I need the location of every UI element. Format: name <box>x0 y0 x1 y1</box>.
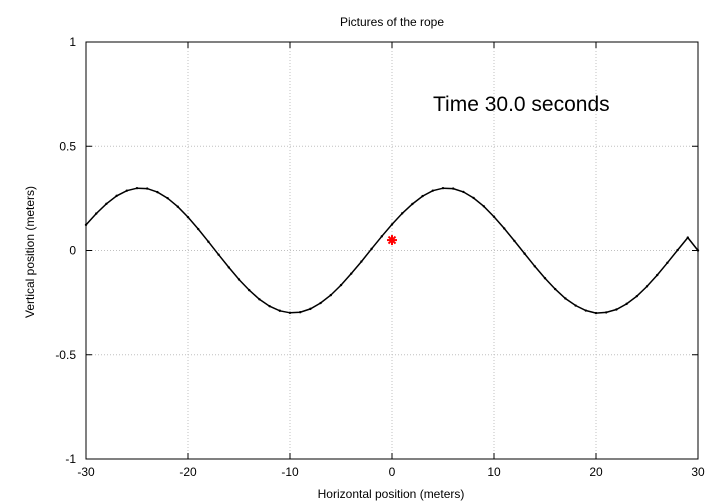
rope-point <box>156 190 159 194</box>
x-tick-label: 20 <box>589 465 603 479</box>
x-tick-label: 10 <box>487 465 501 479</box>
y-tick-label: -1 <box>65 452 76 466</box>
rope-point <box>135 186 139 190</box>
rope-point <box>401 212 404 215</box>
rope-point <box>452 187 455 190</box>
rope-point <box>564 297 567 300</box>
rope-point <box>207 240 210 243</box>
rope-point <box>615 308 618 311</box>
rope-series <box>84 186 700 315</box>
rope-point <box>676 248 679 252</box>
rope-point <box>146 187 149 190</box>
rope-point <box>288 311 292 315</box>
rope-point <box>299 311 302 314</box>
x-tick-label: -20 <box>179 465 197 479</box>
x-axis-ticks: -30 -20 -10 0 10 20 30 <box>77 42 705 479</box>
rope-point <box>635 294 638 298</box>
rope-point <box>380 235 383 238</box>
rope-point <box>605 311 608 314</box>
highlight-point <box>387 235 397 246</box>
rope-point <box>95 212 98 215</box>
x-tick-label: -30 <box>77 465 95 479</box>
rope-point <box>492 215 496 218</box>
y-axis-ticks: -1 -0.5 0 0.5 1 <box>55 35 698 466</box>
time-annotation: Time 30.0 seconds <box>433 93 610 116</box>
y-tick-label: -0.5 <box>55 348 76 362</box>
chart-title: Pictures of the rope <box>340 15 444 29</box>
rope-point <box>248 288 251 292</box>
rope-point <box>554 287 557 291</box>
rope-point <box>543 277 547 280</box>
x-tick-label: 0 <box>389 465 396 479</box>
rope-point <box>656 273 659 277</box>
rope-point <box>237 278 241 281</box>
rope-point <box>482 205 485 208</box>
rope-point <box>186 215 190 219</box>
rope-point <box>574 304 577 307</box>
x-axis-label: Horizontal position (meters) <box>318 487 465 501</box>
y-tick-label: 0 <box>69 244 76 258</box>
rope-point <box>594 311 598 315</box>
rope-point <box>462 190 465 194</box>
y-tick-label: 1 <box>69 35 76 49</box>
rope-point <box>411 202 414 206</box>
rope-point <box>350 272 353 275</box>
rope-point <box>309 307 312 311</box>
rope-point <box>217 253 220 256</box>
rope-point <box>666 261 669 265</box>
rope-point <box>125 189 128 192</box>
rope-point <box>533 265 536 268</box>
x-tick-label: 30 <box>691 465 705 479</box>
rope-point <box>390 223 394 226</box>
rope-point <box>360 260 363 263</box>
marker-stroke <box>387 235 397 245</box>
rope-point <box>105 202 108 205</box>
rope-point <box>197 227 200 231</box>
rope-point <box>421 194 424 198</box>
y-tick-label: 0.5 <box>59 139 76 153</box>
rope-point <box>686 236 689 239</box>
rope-point <box>441 186 445 190</box>
y-axis-label: Vertical position (meters) <box>23 186 37 318</box>
rope-point <box>268 304 271 308</box>
rope-point <box>523 252 526 255</box>
rope-point <box>625 302 628 306</box>
rope-point <box>319 301 322 305</box>
rope-point <box>166 196 169 200</box>
rope-point <box>339 283 343 287</box>
rope-point <box>431 189 434 192</box>
rope-point <box>503 227 506 230</box>
rope-point <box>227 266 230 269</box>
rope-point <box>176 205 179 208</box>
rope-point <box>329 293 332 297</box>
highlight-marker <box>387 235 397 246</box>
rope-point <box>584 309 587 312</box>
rope-point <box>258 298 261 301</box>
x-tick-label: -10 <box>281 465 299 479</box>
rope-point <box>645 285 649 288</box>
grid <box>86 42 698 459</box>
rope-point <box>115 194 118 198</box>
rope-point <box>370 247 373 251</box>
rope-point <box>513 239 516 243</box>
rope-point <box>472 196 475 200</box>
rope-point <box>278 309 281 312</box>
